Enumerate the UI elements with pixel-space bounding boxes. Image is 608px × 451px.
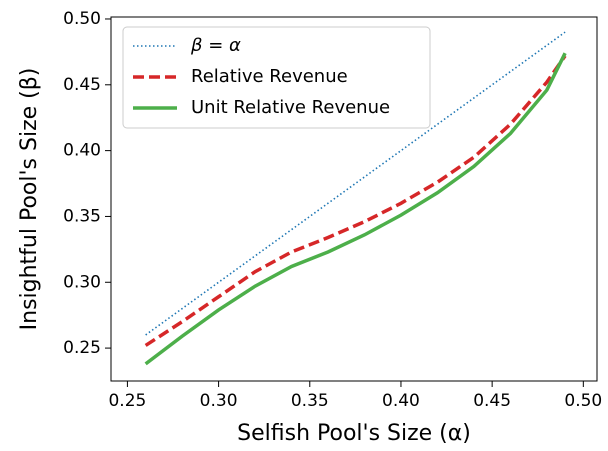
x-tick-label: 0.25 (108, 391, 146, 411)
x-tick-label: 0.40 (382, 391, 420, 411)
legend-label: β = α (190, 35, 241, 56)
x-tick-label: 0.45 (473, 391, 511, 411)
plot-frame (110, 16, 598, 382)
line-series (144, 54, 567, 347)
y-axis-label: Insightful Pool's Size (β) (17, 68, 42, 331)
y-tick-label: 0.30 (63, 272, 101, 292)
y-tick-label: 0.45 (63, 75, 101, 95)
y-tick-label: 0.25 (63, 338, 101, 358)
x-tick-label: 0.50 (564, 391, 602, 411)
x-tick-label: 0.30 (200, 391, 238, 411)
y-tick-label: 0.35 (63, 206, 101, 226)
legend-label: Unit Relative Revenue (191, 97, 390, 118)
y-tick-label: 0.50 (63, 9, 101, 29)
y-tick-label: 0.40 (63, 141, 101, 161)
legend-box (122, 26, 431, 129)
legend-label: Relative Revenue (191, 66, 348, 87)
x-tick-label: 0.35 (291, 391, 329, 411)
line-series (144, 52, 567, 366)
x-axis-label: Selfish Pool's Size (α) (237, 421, 471, 446)
